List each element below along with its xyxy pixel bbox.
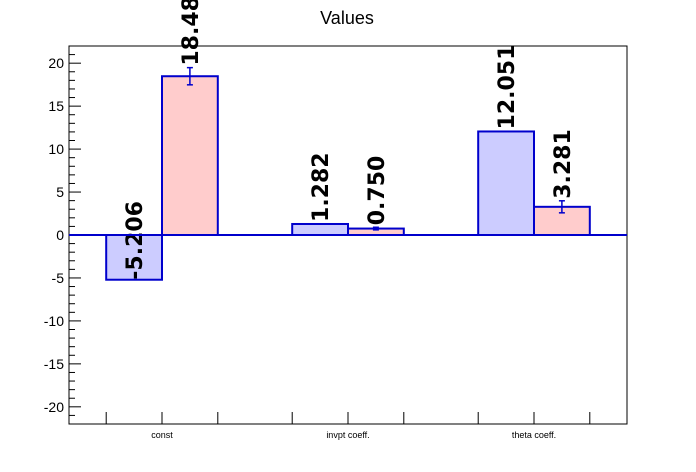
bar-value-label: 0.750 <box>365 156 390 226</box>
y-tick-label: 15 <box>48 98 64 114</box>
bar-value-label: 1.282 <box>309 152 334 222</box>
chart-title: Values <box>320 8 374 28</box>
bar-value-label: -5.206 <box>123 201 148 280</box>
y-tick-label: 5 <box>56 184 64 200</box>
y-tick-label: -5 <box>52 270 65 286</box>
y-tick-label: -15 <box>44 356 64 372</box>
bar-value-label: 18.481 <box>179 0 204 66</box>
y-tick-label: -10 <box>44 313 64 329</box>
bar <box>161 75 219 236</box>
x-category-label: const <box>151 430 173 440</box>
bar-value-label: 3.281 <box>551 129 576 199</box>
y-tick-label: 0 <box>56 227 64 243</box>
y-tick-label: -20 <box>44 399 64 415</box>
y-tick-label: 10 <box>48 141 64 157</box>
y-tick-label: 20 <box>48 55 64 71</box>
plot-area: -20 -15 -10 -5 0 5 10 15 20 const invpt coeff. thet… <box>44 0 628 440</box>
bar <box>105 234 163 281</box>
bar <box>477 130 536 236</box>
x-category-label: theta coeff. <box>512 430 556 440</box>
bar <box>291 222 350 236</box>
x-category-label: invpt coeff. <box>326 430 369 440</box>
bar-value-label: 12.051 <box>495 45 520 130</box>
